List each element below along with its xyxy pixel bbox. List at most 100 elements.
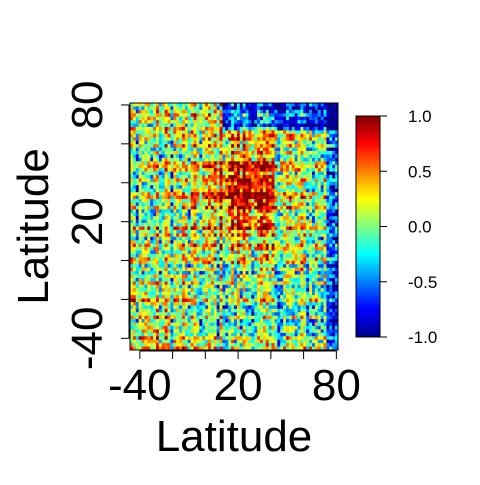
heatmap-cell: [248, 233, 252, 238]
heatmap-cell: [135, 161, 139, 166]
heatmap-cell: [312, 185, 316, 190]
heatmap-cell: [323, 295, 327, 299]
heatmap-cell: [222, 223, 226, 227]
heatmap-cell: [274, 264, 278, 268]
heatmap-cell: [283, 301, 287, 306]
heatmap-cell: [294, 288, 298, 292]
heatmap-cell: [173, 205, 177, 210]
heatmap-cell: [303, 301, 307, 306]
heatmap-cell: [288, 236, 293, 241]
heatmap-cell: [277, 284, 281, 289]
heatmap-cell: [156, 216, 160, 220]
heatmap-cell: [286, 123, 290, 128]
heatmap-cell: [222, 144, 226, 148]
heatmap-cell: [231, 212, 235, 217]
heatmap-cell: [260, 260, 264, 265]
heatmap-cell: [251, 188, 255, 193]
heatmap-cell: [196, 267, 200, 272]
heatmap-cell: [167, 127, 171, 131]
heatmap-cell: [173, 271, 177, 275]
heatmap-cell: [225, 164, 229, 169]
heatmap-cell: [257, 253, 261, 258]
heatmap-cell: [239, 147, 243, 152]
heatmap-cell: [265, 247, 269, 251]
heatmap-cell: [182, 147, 186, 152]
heatmap-cell: [219, 154, 223, 159]
heatmap-cell: [239, 325, 243, 330]
heatmap-cell: [294, 229, 298, 234]
heatmap-cell: [271, 219, 275, 224]
heatmap-cell: [245, 120, 249, 124]
heatmap-cell: [303, 274, 307, 279]
heatmap-cell: [288, 116, 293, 121]
heatmap-cell: [150, 216, 154, 220]
heatmap-cell: [245, 233, 249, 238]
heatmap-cell: [141, 178, 145, 183]
heatmap-cell: [144, 144, 148, 148]
heatmap-cell: [190, 175, 194, 179]
heatmap-cell: [208, 250, 212, 255]
heatmap-cell: [234, 223, 238, 227]
heatmap-cell: [222, 133, 226, 138]
heatmap-cell: [167, 144, 171, 148]
heatmap-cell: [286, 151, 290, 155]
heatmap-cell: [294, 130, 298, 135]
heatmap-cell: [161, 325, 165, 330]
heatmap-cell: [132, 151, 137, 155]
heatmap-cell: [138, 271, 142, 275]
heatmap-cell: [242, 175, 246, 179]
heatmap-cell: [309, 168, 313, 172]
heatmap-cell: [239, 216, 243, 220]
heatmap-cell: [210, 116, 215, 121]
heatmap-cell: [306, 140, 310, 145]
heatmap-cell: [314, 140, 319, 145]
heatmap-cell: [277, 277, 281, 282]
heatmap-cell: [323, 195, 327, 200]
heatmap-cell: [179, 205, 183, 210]
heatmap-cell: [283, 223, 287, 227]
heatmap-cell: [199, 161, 203, 166]
heatmap-cell: [147, 219, 151, 224]
heatmap-cell: [260, 157, 264, 162]
heatmap-cell: [286, 216, 290, 220]
heatmap-cell: [213, 164, 217, 169]
heatmap-cell: [187, 151, 191, 155]
heatmap-cell: [271, 298, 275, 303]
heatmap-cell: [329, 133, 333, 138]
heatmap-cell: [182, 295, 186, 299]
heatmap-cell: [205, 144, 209, 148]
heatmap-cell: [210, 339, 215, 344]
heatmap-cell: [306, 116, 310, 121]
heatmap-cell: [179, 295, 183, 299]
heatmap-cell: [329, 164, 333, 169]
heatmap-cell: [153, 322, 157, 327]
heatmap-cell: [138, 127, 142, 131]
heatmap-cell: [309, 229, 313, 234]
heatmap-cell: [291, 199, 295, 203]
heatmap-cell: [265, 274, 269, 279]
heatmap-cell: [312, 295, 316, 299]
heatmap-cell: [286, 154, 290, 159]
heatmap-cell: [286, 243, 290, 248]
heatmap-cell: [239, 133, 243, 138]
heatmap-cell: [213, 243, 217, 248]
heatmap-cell: [173, 229, 177, 234]
heatmap-cell: [236, 247, 241, 251]
heatmap-cell: [208, 106, 212, 111]
heatmap-cell: [245, 127, 249, 131]
heatmap-cell: [205, 127, 209, 131]
heatmap-cell: [130, 223, 134, 227]
heatmap-cell: [228, 267, 232, 272]
heatmap-cell: [268, 233, 272, 238]
heatmap-cell: [176, 120, 180, 124]
heatmap-cell: [231, 144, 235, 148]
heatmap-cell: [245, 236, 249, 241]
heatmap-cell: [144, 226, 148, 231]
heatmap-cell: [297, 308, 301, 313]
heatmap-cell: [274, 175, 278, 179]
heatmap-cell: [161, 257, 165, 262]
heatmap-cell: [138, 116, 142, 121]
heatmap-cell: [153, 336, 157, 341]
heatmap-cell: [254, 205, 258, 210]
heatmap-cell: [144, 240, 148, 244]
